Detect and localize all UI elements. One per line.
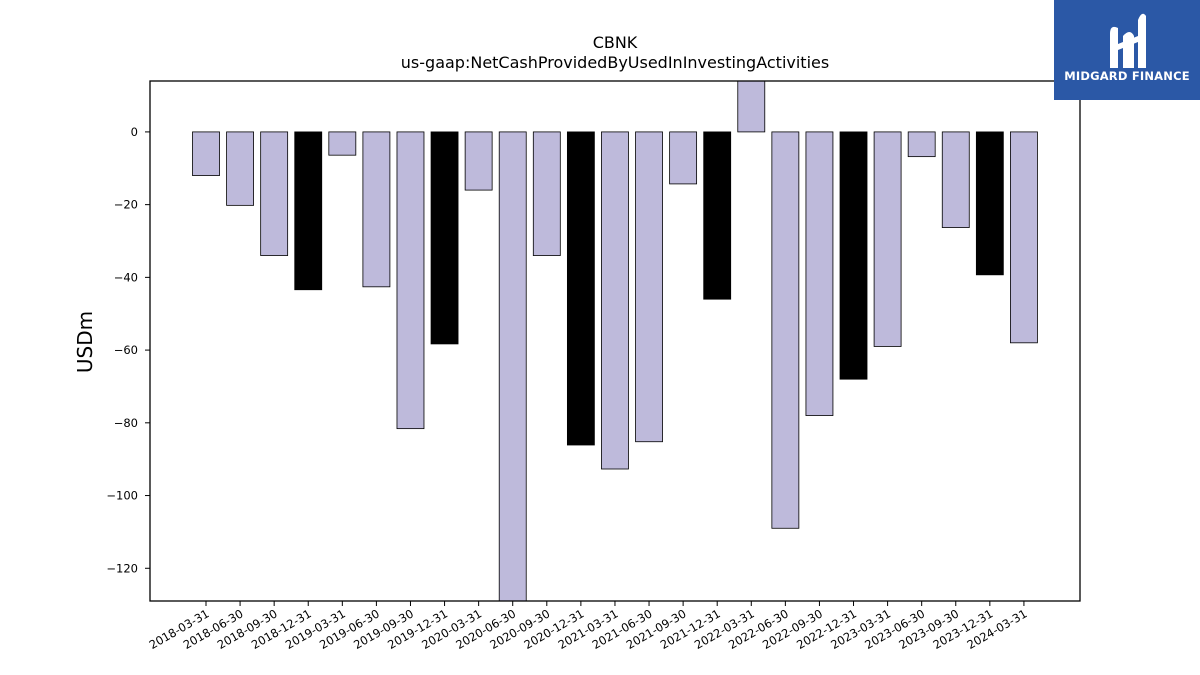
logo-mark-icon bbox=[1110, 13, 1146, 68]
bar-2018-06-30 bbox=[226, 131, 254, 206]
bar-2022-09-30 bbox=[805, 131, 834, 416]
bar-2020-03-31 bbox=[464, 131, 493, 191]
bar-2019-09-30 bbox=[396, 131, 425, 430]
bars-group bbox=[192, 80, 1038, 602]
bar-2021-03-31 bbox=[601, 131, 629, 470]
chart-title: CBNK bbox=[593, 33, 638, 52]
y-tick-label: −100 bbox=[106, 489, 138, 503]
bar-2018-12-31 bbox=[294, 131, 323, 291]
y-tick-label: −120 bbox=[106, 561, 138, 575]
chart-subtitle: us-gaap:NetCashProvidedByUsedInInvesting… bbox=[401, 53, 829, 72]
bar-2023-09-30 bbox=[941, 131, 970, 228]
y-tick-label: −20 bbox=[114, 198, 138, 212]
bar-2019-12-31 bbox=[430, 131, 459, 345]
bar-2022-12-31 bbox=[839, 131, 868, 380]
bar-2022-06-30 bbox=[771, 131, 800, 529]
bar-2020-12-31 bbox=[566, 131, 595, 446]
bar-2023-12-31 bbox=[975, 131, 1004, 276]
bar-2018-09-30 bbox=[260, 131, 289, 256]
bar-2020-06-30 bbox=[498, 131, 527, 602]
logo-text: MIDGARD FINANCE bbox=[1064, 69, 1190, 83]
bar-2021-06-30 bbox=[635, 131, 663, 443]
bar-2021-12-31 bbox=[703, 131, 732, 300]
y-tick-label: 0 bbox=[131, 125, 138, 139]
midgard-finance-logo: MIDGARD FINANCE bbox=[1054, 0, 1200, 100]
bar-2023-06-30 bbox=[907, 131, 936, 158]
bar-2019-03-31 bbox=[328, 131, 357, 156]
y-ticks: 0 −20 −40 −60 −80 −100 −120 bbox=[106, 125, 150, 575]
bar-2021-09-30 bbox=[669, 131, 698, 185]
y-axis-label: USDm bbox=[73, 311, 97, 373]
bar-2024-03-31 bbox=[1010, 131, 1038, 344]
bar-2020-09-30 bbox=[532, 131, 561, 256]
plot-frame bbox=[149, 80, 1081, 602]
x-ticks: 2018-03-312018-06-302018-09-302018-12-31… bbox=[147, 601, 1029, 652]
bar-2019-06-30 bbox=[362, 131, 391, 288]
bar-2022-03-31 bbox=[737, 80, 766, 133]
bar-2023-03-31 bbox=[873, 131, 902, 347]
bar-2018-03-31 bbox=[192, 131, 220, 176]
y-tick-label: −80 bbox=[114, 416, 138, 430]
y-tick-label: −40 bbox=[114, 270, 138, 284]
y-tick-label: −60 bbox=[114, 343, 138, 357]
